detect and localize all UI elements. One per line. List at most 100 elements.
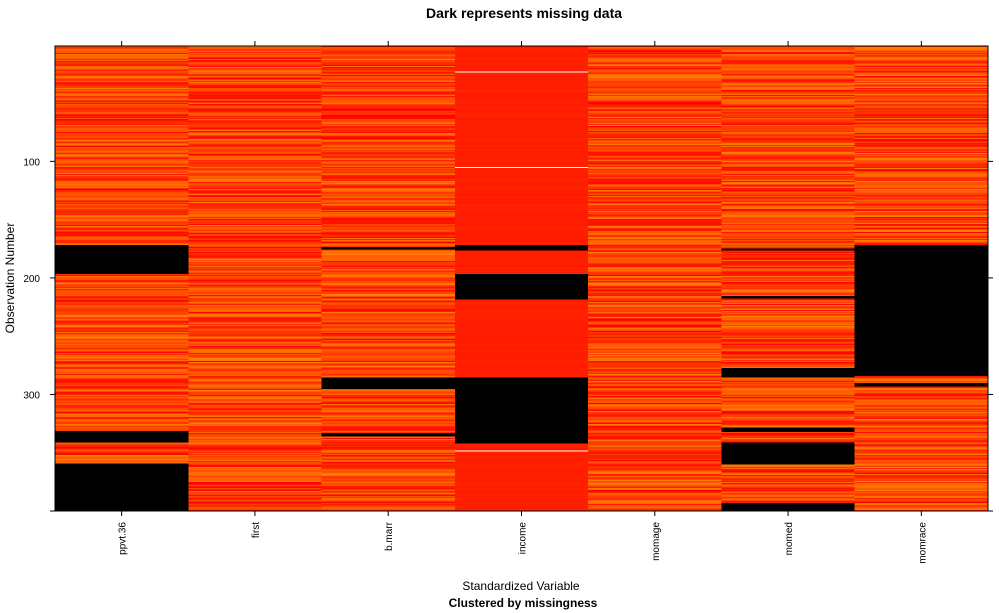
cell-ppvt.36-296 [55,388,189,391]
cell-momage-380 [588,486,722,489]
cell-ppvt.36-263 [55,350,189,353]
cell-momed-146 [721,214,855,217]
cell-momrace-345 [854,445,988,448]
cell-momage-48 [588,100,722,103]
cell-first-373 [188,478,322,481]
cell-b.marr-393 [321,501,455,504]
cell-momage-221 [588,301,722,304]
cell-first-352 [188,454,322,456]
cell-first-271 [188,359,322,362]
cell-momage-22 [588,70,722,72]
cell-momed-23 [721,71,855,74]
cell-momrace-354 [854,456,988,458]
cell-income-228 [454,309,589,312]
cell-first-158 [188,228,322,231]
cell-first-75 [188,132,322,134]
cell-first-139 [188,206,322,208]
cell-momed-211 [721,290,855,292]
cell-momage-302 [588,395,722,398]
cell-momed-188 [721,263,855,265]
cell-first-276 [188,365,322,368]
cell-momed-281 [721,371,855,374]
cell-momrace-136 [854,202,988,205]
cell-b.marr-37 [321,87,455,90]
cell-income-176 [454,249,589,252]
cell-b.marr-312 [321,407,455,410]
cell-momed-171 [721,243,855,246]
cell-first-76 [188,133,322,135]
cell-b.marr-117 [321,180,455,183]
cell-first-311 [188,406,322,408]
cell-income-223 [454,304,589,306]
cell-momage-237 [588,320,722,322]
cell-ppvt.36-379 [55,485,189,487]
cell-first-184 [188,258,322,261]
cell-income-397 [454,506,589,508]
cell-momrace-78 [854,135,988,138]
cell-momrace-237 [854,320,988,322]
cell-momage-75 [588,132,722,134]
cell-b.marr-103 [321,164,455,167]
cell-ppvt.36-104 [55,165,189,168]
cell-income-396 [454,505,589,507]
cell-momed-304 [721,398,855,400]
cell-momage-90 [588,149,722,152]
cell-momed-55 [721,108,855,111]
cell-ppvt.36-235 [55,318,189,320]
cell-momed-220 [721,300,855,303]
cell-momrace-327 [854,424,988,427]
cell-momage-183 [588,257,722,260]
cell-momrace-86 [854,144,988,147]
cell-income-158 [454,228,589,231]
cell-ppvt.36-90 [55,149,189,152]
cell-momage-291 [588,383,722,385]
cell-momage-123 [588,187,722,190]
cell-momrace-28 [854,77,988,79]
cell-ppvt.36-19 [55,66,189,69]
cell-first-50 [188,102,322,105]
cell-income-128 [454,193,589,196]
cell-momrace-312 [854,407,988,410]
cell-momed-202 [721,279,855,282]
cell-b.marr-320 [321,416,455,419]
cell-momage-213 [588,292,722,295]
cell-income-184 [454,258,589,261]
cell-momrace-322 [854,419,988,421]
cell-b.marr-30 [321,79,455,82]
cell-ppvt.36-373 [55,478,189,481]
cell-momrace-60 [854,114,988,117]
cell-momage-185 [588,259,722,262]
cell-income-28 [454,77,589,79]
cell-ppvt.36-375 [55,480,189,483]
cell-first-154 [188,223,322,226]
cell-first-196 [188,272,322,275]
cell-income-262 [454,349,589,351]
cell-b.marr-358 [321,461,455,463]
cell-income-75 [454,132,589,134]
cell-b.marr-238 [321,321,455,324]
cell-momage-372 [588,477,722,479]
cell-first-258 [188,344,322,347]
cell-income-123 [454,187,589,190]
cell-momage-222 [588,302,722,305]
cell-first-124 [188,188,322,191]
cell-income-20 [454,68,589,70]
cell-momrace-334 [854,433,988,435]
cell-income-297 [454,390,589,392]
cell-income-365 [454,469,589,471]
cell-momed-357 [721,459,855,462]
cell-b.marr-159 [321,229,455,232]
cell-momrace-146 [854,214,988,217]
cell-ppvt.36-28 [55,77,189,79]
cell-momrace-150 [854,219,988,221]
cell-b.marr-202 [321,279,455,282]
cell-momage-362 [588,465,722,468]
cell-momed-314 [721,409,855,412]
cell-b.marr-232 [321,314,455,317]
cell-ppvt.36-40 [55,91,189,93]
cell-first-95 [188,155,322,157]
cell-momrace-290 [854,381,988,384]
cell-b.marr-339 [321,438,455,441]
cell-momed-24 [721,72,855,75]
